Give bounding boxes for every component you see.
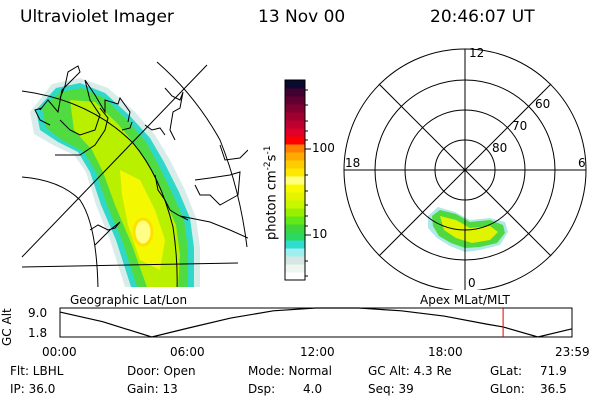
polar-plot [343, 48, 587, 290]
latitude-arc-lower [21, 176, 99, 287]
colorbar-swatch [285, 248, 305, 257]
gain-status: Gain: 13 [127, 382, 178, 396]
dsp-label: Dsp: [248, 382, 276, 396]
glat-value: 71.9 [540, 364, 567, 378]
colorbar-swatch [285, 208, 305, 217]
colorbar-swatch [285, 136, 305, 145]
colorbar-frame [284, 79, 306, 281]
colorbar-swatch [285, 96, 305, 105]
xtick-0600: 06:00 [170, 345, 205, 359]
glon-label: GLon: [490, 382, 525, 396]
filter-status: Flt: LBHL [10, 364, 64, 378]
date-label: 13 Nov 00 [258, 7, 346, 27]
colorbar-tick-100: 100 [312, 141, 335, 155]
unit-s: s [264, 154, 280, 162]
colorbar-ticks [305, 89, 311, 277]
geographic-label: Geographic Lat/Lon [70, 293, 188, 307]
mlt-label-18: 18 [345, 156, 361, 170]
lat-label-60: 60 [535, 97, 551, 111]
colorbar-swatch [285, 256, 305, 265]
colorbar-swatch [285, 144, 305, 153]
xtick-2359: 23:59 [555, 345, 590, 359]
colorbar-swatch [285, 168, 305, 177]
mlt-diagonal [378, 83, 552, 257]
colorbar-swatch [285, 160, 305, 169]
xtick-1200: 12:00 [300, 345, 335, 359]
mlt-label-12: 12 [469, 46, 485, 60]
colorbar-swatch [285, 240, 305, 249]
geographic-map [21, 61, 248, 287]
coastline [34, 65, 248, 246]
colorbar-swatch [285, 128, 305, 137]
meridian-line [21, 64, 208, 258]
unit-exp2: -1 [263, 145, 273, 155]
colorbar-swatch [285, 272, 305, 281]
gc-alt-status: GC Alt: 4.3 Re [368, 364, 452, 378]
colorbar-swatch [285, 264, 305, 273]
colorbar-swatch [285, 176, 305, 185]
colorbar-swatch [285, 184, 305, 193]
colorbar-swatch [285, 112, 305, 121]
lat-label-70: 70 [512, 119, 528, 133]
dsp-value: 4.0 [303, 382, 323, 396]
altitude-ylabel: GC Alt [0, 308, 14, 346]
colorbar-swatch [285, 192, 305, 201]
colorbar-swatch [285, 80, 305, 89]
unit-text: photon cm [264, 170, 280, 240]
ytick-1.8: 1.8 [28, 326, 48, 340]
colorbar-swatch [285, 88, 305, 97]
glat-label: GLat: [490, 364, 523, 378]
xtick-0000: 00:00 [42, 345, 77, 359]
xtick-1800: 18:00 [428, 345, 463, 359]
altitude-curve [59, 307, 572, 338]
glon-value: 36.5 [540, 382, 567, 396]
door-status: Door: Open [127, 364, 196, 378]
colorbar-swatch [285, 224, 305, 233]
instrument-title: Ultraviolet Imager [20, 7, 174, 27]
ytick-9: 9.0 [28, 306, 48, 320]
mlt-label-6: 6 [578, 156, 586, 170]
colorbar-swatch [285, 152, 305, 161]
colorbar-unit-label: photon cm-2s-1 [263, 146, 279, 240]
colorbar-swatch [285, 120, 305, 129]
apex-label: Apex MLat/MLT [420, 293, 510, 307]
mode-status: Mode: Normal [248, 364, 332, 378]
colorbar-tick-10: 10 [312, 227, 328, 241]
lat-label-80: 80 [492, 141, 508, 155]
colorbar-swatch [285, 216, 305, 225]
unit-exp1: -2 [263, 161, 273, 171]
aurora-max [132, 217, 154, 247]
colorbar-swatch [285, 200, 305, 209]
seq-status: Seq: 39 [368, 382, 414, 396]
meridian-line [21, 262, 239, 268]
colorbar-swatch [285, 104, 305, 113]
ip-status: IP: 36.0 [10, 382, 56, 396]
colorbar-swatch [285, 232, 305, 241]
mlt-label-0: 0 [468, 276, 476, 290]
colorbar [285, 80, 305, 281]
latitude-arc [21, 90, 178, 287]
latitude-arc-outer [156, 61, 248, 248]
time-label: 20:46:07 UT [430, 7, 535, 27]
